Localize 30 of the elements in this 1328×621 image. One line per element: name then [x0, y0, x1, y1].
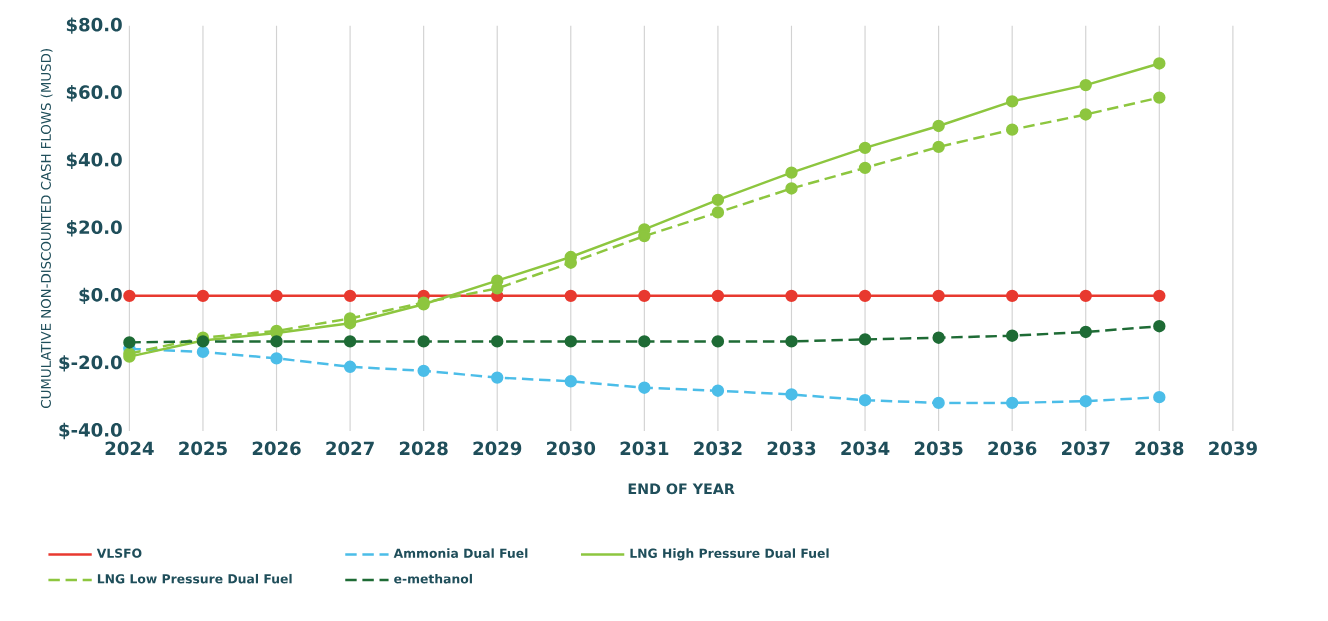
x-tick-label: 2035: [914, 441, 963, 456]
x-tick-label: 2032: [694, 441, 742, 456]
legend-label: VLSFO: [96, 548, 142, 558]
y-tick-label: $0.0: [79, 287, 122, 304]
legend-label: LNG Low Pressure Dual Fuel: [97, 573, 292, 584]
y-tick-label: $80.0: [66, 17, 122, 34]
x-tick-label: 2036: [988, 441, 1037, 456]
y-tick-label: $-20.0: [59, 355, 122, 372]
x-tick-label: 2029: [473, 441, 522, 456]
x-tick-label: 2025: [179, 441, 227, 456]
x-tick-label: 2038: [1135, 441, 1184, 456]
x-axis-title: END OF YEAR: [628, 483, 735, 495]
x-tick-label: 2037: [1062, 441, 1110, 456]
legend-label: e-methanol: [394, 573, 472, 584]
x-tick-label: 2031: [620, 441, 669, 456]
x-tick-label: 2034: [841, 441, 890, 456]
x-tick-label: 2028: [399, 441, 448, 456]
x-tick-label: 2030: [547, 441, 596, 456]
y-axis-title: CUMULATIVE NON-DISCOUNTED CASH FLOWS (MUSD): [40, 49, 53, 408]
x-tick-label: 2039: [1209, 441, 1257, 456]
y-tick-label: $-40.0: [59, 422, 122, 440]
y-tick-label: $40.0: [66, 152, 122, 169]
x-tick-label: 2024: [105, 441, 154, 456]
x-tick-label: 2026: [252, 441, 301, 456]
legend-label: Ammonia Dual Fuel: [393, 548, 528, 558]
legend-label: LNG High Pressure Dual Fuel: [630, 548, 829, 561]
y-tick-label: $60.0: [66, 84, 122, 102]
y-tick-label: $20.0: [66, 220, 122, 237]
x-tick-label: 2027: [326, 441, 374, 456]
x-tick-label: 2033: [767, 441, 816, 456]
